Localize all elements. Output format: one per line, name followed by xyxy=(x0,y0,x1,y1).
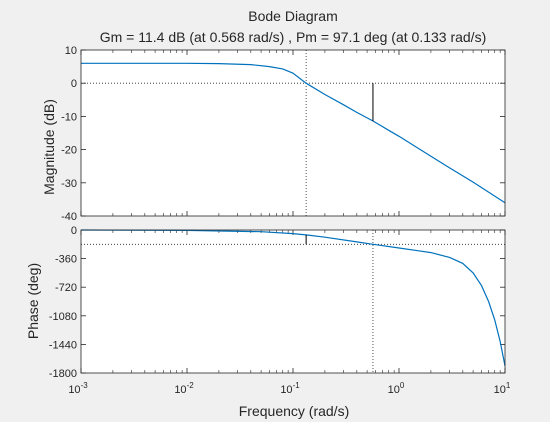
magnitude-ylabel: Magnitude (dB) xyxy=(41,99,57,195)
magnitude-y-tick-label: -20 xyxy=(61,145,77,157)
phase-y-tick-label: -1440 xyxy=(49,339,77,351)
magnitude-curve xyxy=(81,62,506,204)
phase-curve xyxy=(80,229,506,367)
phase-axes-border xyxy=(80,229,506,374)
phase-y-tick-label: -1080 xyxy=(49,311,77,323)
figure-title: Bode Diagram xyxy=(248,8,338,24)
phase-y-tick-label: -360 xyxy=(55,254,77,266)
magnitude-y-tick-label: -40 xyxy=(61,211,77,223)
magnitude-axes: 10 0 -10 -20 -30 -40 xyxy=(61,45,506,223)
magnitude-axes-border xyxy=(80,49,506,217)
magnitude-y-tick-label: 10 xyxy=(65,45,77,57)
magnitude-y-tick-label: -30 xyxy=(61,178,77,190)
figure-subtitle: Gm = 11.4 dB (at 0.568 rad/s) , Pm = 97.… xyxy=(100,29,487,45)
magnitude-y-tick-label: 0 xyxy=(71,78,77,90)
phase-y-tick-label: 0 xyxy=(71,225,77,237)
phase-plot-area xyxy=(81,230,505,373)
magnitude-plot-area xyxy=(81,50,505,216)
phase-ylabel: Phase (deg) xyxy=(25,263,41,339)
phase-y-tick-label: -720 xyxy=(55,282,77,294)
frequency-xlabel: Frequency (rad/s) xyxy=(239,403,349,419)
phase-y-tick-label: -1800 xyxy=(49,368,77,380)
magnitude-y-tick-label: -10 xyxy=(61,111,77,123)
